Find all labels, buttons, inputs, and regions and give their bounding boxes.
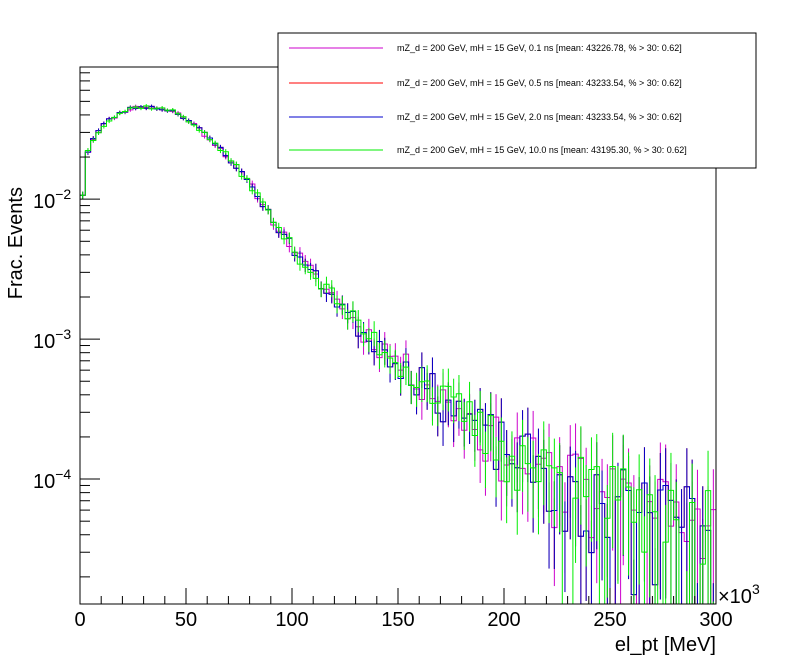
series-3 — [80, 104, 714, 604]
y-tick-label-exp: −4 — [55, 466, 71, 482]
y-tick-label-base: 10 — [33, 331, 55, 353]
x-tick-label: 0 — [74, 609, 85, 631]
series-layer — [80, 104, 716, 604]
x-tick-label: 200 — [487, 609, 520, 631]
y-axis: 10−410−310−2 — [33, 72, 100, 578]
y-tick-label: 10−4 — [33, 466, 71, 493]
x-tick-label: 250 — [593, 609, 626, 631]
legend-label: mZ_d = 200 GeV, mH = 15 GeV, 10.0 ns [me… — [397, 145, 687, 155]
legend: mZ_d = 200 GeV, mH = 15 GeV, 0.1 ns [mea… — [277, 32, 757, 169]
y-tick-label-exp: −2 — [55, 186, 71, 202]
legend-label: mZ_d = 200 GeV, mH = 15 GeV, 0.5 ns [mea… — [397, 78, 682, 88]
x-axis-title: el_pt [MeV] — [615, 634, 716, 656]
legend-label: mZ_d = 200 GeV, mH = 15 GeV, 2.0 ns [mea… — [397, 112, 682, 122]
y-axis-title: Frac. Events — [5, 187, 27, 299]
legend-box — [277, 32, 757, 169]
x-axis: 0 50 100 150 200 250 300 — [74, 588, 733, 631]
x-multiplier-base: ×10 — [718, 586, 752, 608]
y-tick-label: 10−2 — [33, 186, 71, 213]
y-tick-label: 10−3 — [33, 326, 71, 353]
x-multiplier: ×103 — [718, 581, 760, 608]
x-multiplier-exp: 3 — [752, 581, 760, 597]
x-tick-label: 300 — [699, 609, 732, 631]
y-tick-label-base: 10 — [33, 471, 55, 493]
y-tick-label-base: 10 — [33, 191, 55, 213]
x-tick-label: 150 — [381, 609, 414, 631]
series-line — [80, 105, 712, 604]
legend-label: mZ_d = 200 GeV, mH = 15 GeV, 0.1 ns [mea… — [397, 43, 682, 53]
x-tick-label: 100 — [275, 609, 308, 631]
y-tick-label-exp: −3 — [55, 326, 71, 342]
x-tick-label: 50 — [175, 609, 197, 631]
